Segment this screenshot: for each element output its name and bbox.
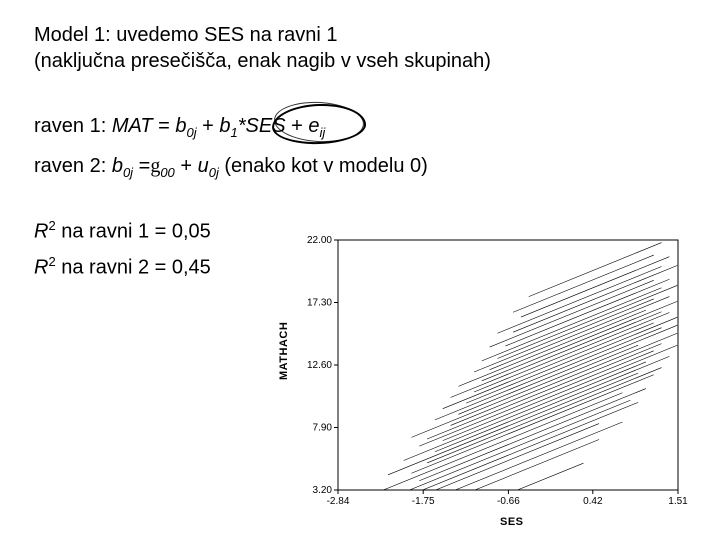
eq1-b1sub: 1 (231, 125, 238, 140)
r2-level-1: R2 na ravni 1 = 0,05 (34, 218, 211, 244)
svg-text:0.42: 0.42 (583, 496, 603, 507)
eq1-prefix: raven 1: (34, 115, 112, 137)
eq2-u: u (198, 155, 209, 177)
svg-text:7.90: 7.90 (313, 423, 333, 434)
eq1-plus1: + (197, 115, 220, 137)
eq1-mat: MAT (112, 115, 153, 137)
r2a-sup: 2 (48, 218, 55, 233)
r2b-txt: na ravni 2 = 0,45 (56, 257, 211, 279)
eq2-tail: (enako kot v modelu 0) (219, 155, 428, 177)
eq2-plus: + (175, 155, 198, 177)
r2b-sup: 2 (48, 254, 55, 269)
page-title: Model 1: uvedemo SES na ravni 1 (naključ… (34, 22, 491, 74)
eq2-b0: b (112, 155, 123, 177)
eq2-eq: = (133, 155, 150, 177)
title-line-2: (naključna presečišča, enak nagib v vseh… (34, 50, 491, 72)
svg-text:-1.75: -1.75 (412, 496, 435, 507)
title-line-1: Model 1: uvedemo SES na ravni 1 (34, 24, 338, 46)
svg-text:3.20: 3.20 (313, 485, 333, 496)
eq2-prefix: raven 2: (34, 155, 112, 177)
svg-text:1.51: 1.51 (668, 496, 688, 507)
svg-text:17.30: 17.30 (307, 298, 332, 309)
r2a-R: R (34, 221, 48, 243)
svg-text:22.00: 22.00 (307, 235, 332, 246)
eq2-gamma: g (150, 155, 160, 177)
chart-svg: 3.20 7.90 12.60 17.30 22.00 -2.84 -1.75 -0.66 0.… (280, 230, 690, 530)
r2-level-2: R2 na ravni 2 = 0,45 (34, 254, 211, 280)
r2b-R: R (34, 257, 48, 279)
x-axis-label: SES (500, 516, 524, 528)
svg-text:12.60: 12.60 (307, 360, 332, 371)
eq2-b0sub: 0j (123, 165, 133, 180)
svg-text:-2.84: -2.84 (327, 496, 350, 507)
eq2-gsub: 00 (160, 165, 174, 180)
svg-text:-0.66: -0.66 (497, 496, 520, 507)
r2a-txt: na ravni 1 = 0,05 (56, 221, 211, 243)
eq2-usub: 0j (209, 165, 219, 180)
eq1-eq: = (153, 115, 176, 137)
mathach-ses-chart: MATHACH SES 3.20 7.90 12.60 17.30 22.00 -2.84… (280, 230, 690, 530)
eq1-b0: b (175, 115, 186, 137)
eq1-b1: b (219, 115, 230, 137)
y-axis-label: MATHACH (278, 322, 290, 380)
eq1-b0sub: 0j (186, 125, 196, 140)
equation-raven-2: raven 2: b0j =g00 + u0j (enako kot v mod… (34, 156, 428, 179)
